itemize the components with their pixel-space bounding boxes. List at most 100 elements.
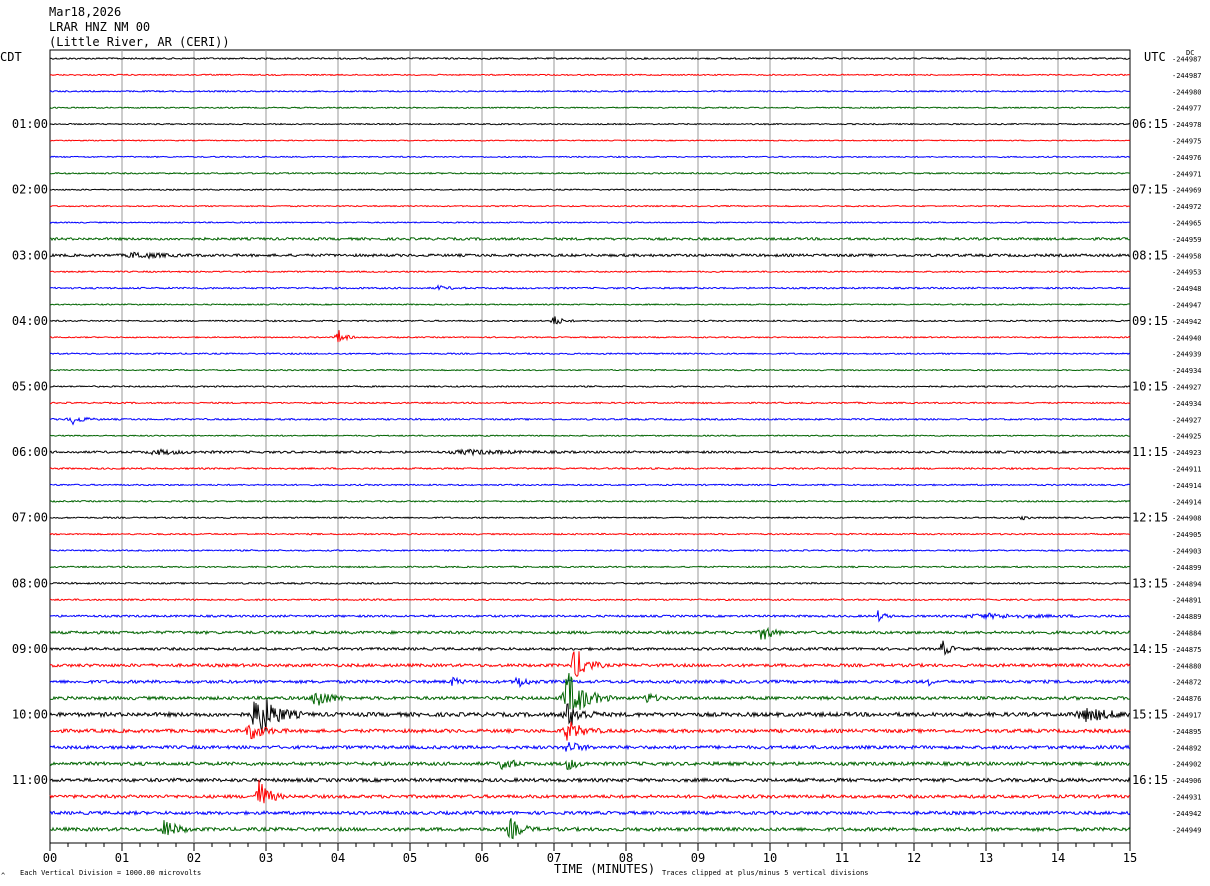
- dc-offset-label: -244934: [1172, 367, 1202, 375]
- dc-offset-label: -244949: [1172, 826, 1202, 834]
- station-code: LRAR HNZ NM 00: [49, 20, 151, 34]
- x-tick-label: 14: [1051, 851, 1065, 865]
- left-hour-label: 01:00: [12, 117, 48, 131]
- x-tick-label: 13: [979, 851, 993, 865]
- seismic-trace: [49, 581, 1131, 585]
- dc-offset-label: -244891: [1172, 597, 1202, 605]
- dc-offset-label: -244908: [1172, 515, 1202, 523]
- dc-offset-label: -244884: [1172, 630, 1202, 638]
- seismic-trace: [49, 742, 1131, 752]
- x-tick-label: 09: [691, 851, 705, 865]
- right-hour-label: 12:15: [1132, 511, 1168, 525]
- dc-offset-label: -244894: [1172, 580, 1202, 588]
- seismic-trace: [49, 548, 1130, 553]
- right-hour-label: 16:15: [1132, 773, 1168, 787]
- right-timezone-label: UTC: [1144, 50, 1166, 64]
- seismic-trace: [50, 251, 1131, 260]
- right-hour-label: 07:15: [1132, 183, 1168, 197]
- dc-offset-label: -244942: [1172, 318, 1202, 326]
- x-tick-label: 15: [1123, 851, 1137, 865]
- seismic-trace: [49, 676, 1131, 688]
- dc-offset-label: -244987: [1172, 56, 1202, 64]
- right-hour-label: 15:15: [1132, 708, 1168, 722]
- x-tick-label: 04: [331, 851, 345, 865]
- right-hour-label: 08:15: [1132, 248, 1168, 262]
- left-hour-label: 08:00: [12, 576, 48, 590]
- seismic-trace: [49, 352, 1131, 356]
- seismic-trace: [49, 721, 1131, 741]
- right-hour-label: 14:15: [1132, 642, 1168, 656]
- seismic-trace: [49, 499, 1131, 503]
- seismic-trace: [49, 401, 1131, 405]
- dc-offset-label: -244892: [1172, 744, 1202, 752]
- left-hour-label: 04:00: [12, 314, 48, 328]
- dc-offset-label: -244905: [1172, 531, 1202, 539]
- right-hour-label: 13:15: [1132, 576, 1168, 590]
- seismic-trace: [49, 384, 1131, 389]
- dc-offset-label: -244899: [1172, 564, 1202, 572]
- seismic-trace: [49, 284, 1131, 291]
- seismic-trace: [49, 565, 1131, 569]
- seismic-trace: [49, 466, 1131, 471]
- left-hour-label: 11:00: [12, 773, 48, 787]
- station-location: (Little River, AR (CERI)): [49, 35, 230, 49]
- dc-offset-label: -244972: [1172, 203, 1202, 211]
- seismic-trace: [49, 270, 1131, 274]
- x-tick-label: 01: [115, 851, 129, 865]
- x-tick-label: 00: [43, 851, 57, 865]
- dc-offset-label: -244987: [1172, 72, 1202, 80]
- scale-note: Each Vertical Division = 1000.00 microvo…: [20, 869, 201, 877]
- seismic-trace: [49, 303, 1131, 306]
- dc-offset-label: -244948: [1172, 285, 1202, 293]
- dc-offset-label: -244976: [1172, 154, 1202, 162]
- x-axis-title: TIME (MINUTES): [554, 862, 655, 876]
- left-timezone-label: CDT: [0, 50, 22, 64]
- seismic-trace: [49, 699, 1131, 733]
- left-hour-labels: 01:00 02:00 03:00 04:00 05:00 06:00 07:00 08:00…: [12, 117, 48, 787]
- seismic-trace: [49, 188, 1130, 192]
- seismic-trace: [49, 532, 1131, 536]
- seismic-trace: [49, 651, 1131, 678]
- dc-offset-label: -244978: [1172, 121, 1202, 129]
- dc-offset-label: -244880: [1172, 662, 1202, 670]
- seismic-trace: [49, 316, 1131, 325]
- dc-offset-label: -244958: [1172, 252, 1202, 260]
- x-tick-label: 08: [619, 851, 633, 865]
- seismic-trace: [49, 155, 1131, 159]
- x-tick-label: 02: [187, 851, 201, 865]
- helicorder-date: Mar18,2026: [49, 5, 122, 19]
- dc-offset-label: -244971: [1172, 170, 1202, 178]
- left-hour-label: 06:00: [12, 445, 48, 459]
- dc-offset-label: -244934: [1172, 400, 1202, 408]
- seismic-trace: [49, 598, 1131, 602]
- seismic-trace: [49, 89, 1131, 93]
- seismic-trace: [49, 434, 1131, 438]
- dc-offset-label: -244895: [1172, 728, 1202, 736]
- seismic-trace: [49, 776, 1131, 784]
- seismic-trace: [49, 330, 1131, 343]
- dc-offset-labels: -244987 -244987 -244980 -244977 -244978 -2449…: [1172, 56, 1202, 835]
- left-hour-label: 02:00: [12, 183, 48, 197]
- dc-offset-label: -244931: [1172, 794, 1202, 802]
- seismic-trace: [49, 416, 1131, 426]
- dc-offset-label: -244906: [1172, 777, 1202, 785]
- right-hour-label: 11:15: [1132, 445, 1168, 459]
- dc-offset-label: -244872: [1172, 679, 1202, 687]
- seismic-trace: [49, 610, 1131, 623]
- seismic-trace: [49, 448, 1131, 457]
- dc-offset-label: -244875: [1172, 646, 1202, 654]
- dc-offset-label: -244947: [1172, 302, 1202, 310]
- dc-offset-label: -244927: [1172, 416, 1202, 424]
- dc-offset-label: -244977: [1172, 105, 1202, 113]
- x-axis-ticks: 00 01 02 03 04 05 06 07 08 09 10 11 12 13 14 15: [43, 843, 1137, 865]
- dc-offset-label: -244927: [1172, 384, 1202, 392]
- seismic-trace: [49, 779, 1131, 804]
- dc-offset-label: -244903: [1172, 548, 1202, 556]
- left-hour-label: 09:00: [12, 642, 48, 656]
- left-hour-label: 10:00: [12, 708, 48, 722]
- x-tick-label: 05: [403, 851, 417, 865]
- right-hour-label: 09:15: [1132, 314, 1168, 328]
- seismic-trace: [49, 139, 1131, 142]
- dc-offset-label: -244959: [1172, 236, 1202, 244]
